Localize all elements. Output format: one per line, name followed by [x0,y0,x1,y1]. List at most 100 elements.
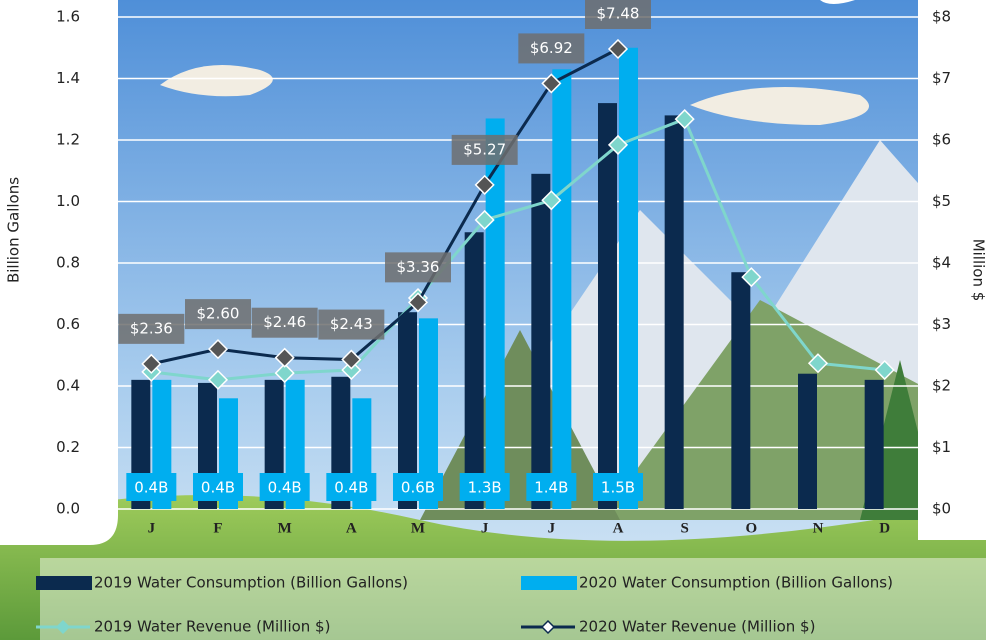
x-tick-label: A [346,520,357,536]
value-label-box [393,473,443,501]
value-label-box [251,307,318,338]
value-label: 0.6B [401,479,435,497]
marker [474,174,495,195]
marker [807,353,829,374]
x-tick-label: M [278,520,292,536]
legend-swatch [521,576,577,590]
y-tick-label: 0.0 [56,500,80,518]
y2-tick-label: $3 [932,315,951,333]
marker [141,353,162,374]
bar [531,173,551,509]
value-label: 1.5B [601,479,635,497]
x-tick-label: N [813,520,824,536]
x-tick-label: A [613,520,624,536]
value-label-box [126,473,177,501]
value-label: 1.3B [468,479,502,497]
bar [464,232,484,509]
value-label-box [318,309,385,340]
x-tick-label: S [680,520,688,536]
x-tick-label: J [481,520,489,536]
marker [474,209,495,231]
value-label-box [259,473,310,501]
bar [864,379,884,509]
value-label-box [185,299,251,330]
bar [419,318,438,509]
x-tick-label: D [879,520,890,536]
value-label-box [385,252,451,283]
value-label-box [518,33,585,64]
y2-tick-label: $5 [932,192,951,210]
value-label: $3.36 [397,258,440,276]
y2-tick-label: $6 [932,131,951,149]
y2-tick-label: $2 [932,377,951,395]
value-label-box [459,473,510,501]
y-tick-label: 1.2 [56,131,80,149]
bar [664,115,684,510]
value-label-box [118,313,185,344]
y-tick-label: 1.0 [56,192,80,210]
y2-axis-title: Million $ [970,239,986,302]
value-label-box [193,473,243,501]
y-tick-label: 0.6 [56,315,80,333]
value-label: 0.4B [134,479,168,497]
bar [731,272,751,509]
y-axis-title: Billion Gallons [5,177,23,283]
bar [798,373,817,509]
legend-swatch [36,576,92,590]
marker [207,369,229,390]
y-tick-label: 1.4 [56,69,80,87]
y2-tick-label: $4 [932,254,951,272]
bar [552,69,572,510]
x-tick-label: O [745,520,757,536]
y-tick-label: 0.8 [56,254,80,272]
marker [341,349,362,370]
bar [619,47,638,509]
y-tick-label: 1.6 [56,8,80,26]
marker [874,359,895,381]
value-label: 1.4B [534,479,568,497]
x-tick-label: M [411,520,425,536]
legend-marker [55,619,71,635]
bar [598,103,617,509]
value-label-box [593,473,643,501]
marker [541,190,562,211]
legend-label: 2019 Water Revenue (Million $) [94,618,330,636]
y-tick-label: 0.4 [56,377,80,395]
value-label: $7.48 [597,4,640,22]
y2-tick-label: $0 [932,500,951,518]
x-tick-label: J [548,520,556,536]
y-tick-label: 0.2 [56,438,80,456]
value-label: $6.92 [530,39,573,57]
marker [607,134,629,155]
marker [274,363,295,384]
marker [741,267,762,288]
legend-label: 2020 Water Consumption (Billion Gallons) [579,574,893,592]
value-label-box [526,473,577,501]
marker [341,359,362,381]
y2-tick-label: $8 [932,8,951,26]
legend-marker [540,619,556,635]
value-label: $2.43 [330,315,373,333]
legend-label: 2020 Water Revenue (Million $) [579,618,815,636]
marker [407,292,429,313]
line [151,47,619,366]
legend-label: 2019 Water Consumption (Billion Gallons) [94,574,408,592]
marker [207,339,229,360]
value-label: $5.27 [463,140,506,158]
value-label-box [451,134,518,165]
x-tick-label: J [148,520,156,536]
marker [607,38,629,60]
value-label: 0.4B [201,479,235,497]
value-label: $2.60 [197,305,240,323]
marker [274,347,295,368]
y2-tick-label: $1 [932,438,951,456]
x-tick-label: F [213,520,222,536]
value-label: $2.36 [130,319,173,337]
value-label: 0.4B [334,479,368,497]
bar [398,312,417,509]
line [151,117,885,382]
value-label: $2.46 [263,313,306,331]
value-label-box [326,473,377,501]
